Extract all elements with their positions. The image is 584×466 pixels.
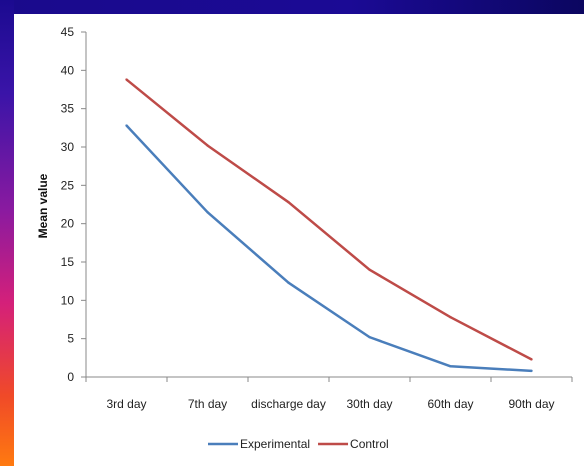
x-tick-label: 7th day <box>188 397 227 411</box>
data-point <box>530 369 533 373</box>
y-tick-label: 20 <box>61 217 75 231</box>
data-point <box>368 268 371 271</box>
data-point <box>206 210 209 214</box>
y-tick-label: 35 <box>61 102 75 116</box>
data-point <box>287 201 290 204</box>
frame-border-left <box>0 0 14 466</box>
series-line-control <box>125 78 533 361</box>
data-point <box>206 144 209 147</box>
legend-label: Experimental <box>240 437 310 451</box>
data-point <box>287 281 290 284</box>
x-tick-label: 3rd day <box>106 397 146 411</box>
x-tick-label: 30th day <box>346 397 392 411</box>
legend-label: Control <box>350 437 389 451</box>
y-tick-label: 30 <box>61 140 75 154</box>
y-axis-label: Mean value <box>36 173 50 238</box>
y-tick-label: 10 <box>61 293 75 307</box>
y-tick-label: 0 <box>67 370 74 384</box>
data-point <box>125 124 128 127</box>
x-tick-label: 60th day <box>427 397 473 411</box>
data-point <box>530 358 533 361</box>
series-layer <box>125 78 533 373</box>
data-point <box>449 365 452 368</box>
data-point <box>449 316 452 319</box>
y-tick-label: 40 <box>61 63 75 77</box>
series-line-experimental <box>125 124 532 373</box>
x-tick-label: 90th day <box>508 397 554 411</box>
y-tick-label: 25 <box>61 178 75 192</box>
data-point <box>125 78 128 81</box>
axes: 0 5 10 15 20 25 30 35 40 45 3rd day 7th day discharg… <box>61 25 573 411</box>
frame-border-top <box>0 0 584 14</box>
data-point <box>368 335 371 339</box>
y-tick-label: 45 <box>61 25 75 39</box>
y-tick-label: 15 <box>61 255 75 269</box>
y-tick-label: 5 <box>67 332 74 346</box>
x-tick-label: discharge day <box>251 397 326 411</box>
legend: Experimental Control <box>208 437 389 451</box>
